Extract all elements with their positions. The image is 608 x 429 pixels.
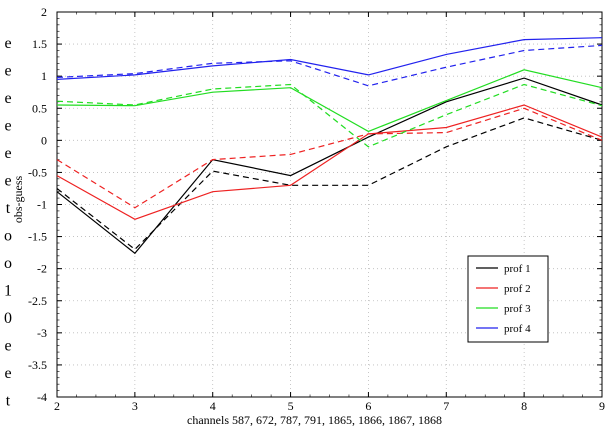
- y-tick-label: -2.5: [28, 294, 47, 308]
- series-lines: [56, 37, 603, 255]
- series-line-prof-4-dashed: [56, 44, 603, 87]
- left-text-fragment: e: [4, 35, 11, 52]
- left-text-fragment: o: [4, 228, 12, 245]
- y-tick-label: -1.5: [28, 230, 47, 244]
- y-axis-title: obs-guess: [11, 176, 25, 224]
- legend-label: prof 2: [504, 283, 531, 295]
- x-tick-label: 9: [599, 399, 605, 413]
- x-axis-tick-labels: 2 3 4 5 6 7 8 9: [54, 399, 605, 413]
- axis-ticks: [56, 11, 603, 398]
- left-text-fragment: 1: [4, 283, 12, 300]
- legend-label: prof 4: [504, 323, 531, 335]
- x-tick-label: 4: [210, 399, 216, 413]
- legend-label: prof 1: [504, 263, 531, 275]
- y-tick-label: 1.5: [32, 37, 47, 51]
- series-line-prof-3-dashed: [56, 83, 603, 148]
- y-tick-label: 2: [41, 5, 47, 19]
- y-tick-label: 0: [41, 133, 47, 147]
- left-text-fragment: e: [4, 118, 11, 135]
- left-text-fragment: e: [4, 338, 11, 355]
- x-axis-title: channels 587, 672, 787, 791, 1865, 1866,…: [187, 413, 442, 427]
- x-tick-label: 2: [54, 399, 60, 413]
- left-text-fragment: t: [6, 393, 11, 410]
- x-tick-label: 3: [132, 399, 138, 413]
- series-line-prof-4-solid: [56, 37, 603, 80]
- y-tick-label: -3.5: [28, 358, 47, 372]
- y-tick-label: -4: [37, 390, 47, 404]
- y-tick-label: -2: [37, 262, 47, 276]
- x-tick-label: 8: [521, 399, 527, 413]
- y-tick-label: -0.5: [28, 165, 47, 179]
- left-text-fragment: e: [4, 90, 11, 107]
- series-line-prof-2-solid: [56, 104, 603, 220]
- left-text-fragment: t: [6, 200, 11, 217]
- x-tick-label: 6: [365, 399, 371, 413]
- left-text-fragment: e: [4, 63, 11, 80]
- left-text-fragment: e: [4, 173, 11, 190]
- grid-lines: [56, 11, 603, 398]
- left-text-fragment: 0: [4, 310, 12, 327]
- left-text-fragment: e: [4, 365, 11, 382]
- y-tick-label: 0.5: [32, 101, 47, 115]
- series-line-prof-2-dashed: [56, 107, 603, 209]
- legend: prof 1 prof 2 prof 3 prof 4: [467, 255, 549, 343]
- y-tick-label: -1: [37, 198, 47, 212]
- series-line-prof-1-dashed: [56, 117, 603, 251]
- series-line-prof-1-solid: [56, 77, 603, 255]
- y-axis-tick-labels: 2 1.5 1 0.5 0 -0.5 -1 -1.5 -2 -2.5 -3 -3.5 -4: [28, 5, 47, 404]
- y-tick-label: 1: [41, 69, 47, 83]
- x-tick-label: 7: [443, 399, 449, 413]
- legend-label: prof 3: [504, 303, 531, 315]
- left-text-fragment: o: [4, 255, 12, 272]
- series-line-prof-3-solid: [56, 69, 603, 133]
- left-text-fragment: e: [4, 145, 11, 162]
- x-tick-label: 5: [288, 399, 294, 413]
- y-tick-label: -3: [37, 326, 47, 340]
